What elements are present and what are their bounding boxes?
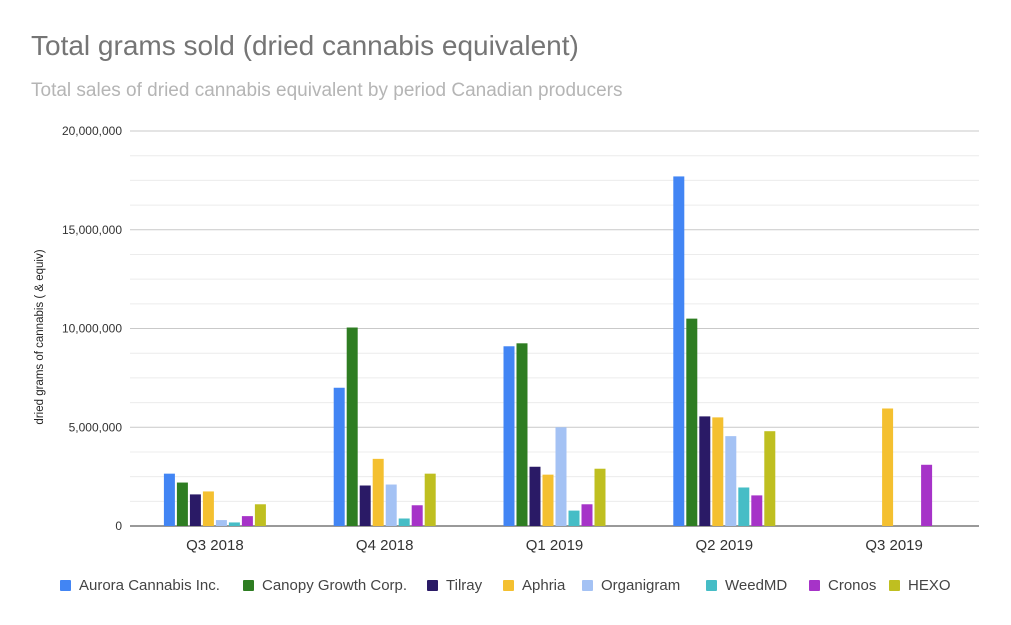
legend-swatch [427, 579, 438, 591]
x-tick-label: Q1 2019 [526, 537, 584, 554]
legend-swatch [706, 579, 717, 591]
chart-title: Total grams sold (dried cannabis equival… [31, 30, 579, 61]
bar [241, 516, 253, 526]
legend-item: Aphria [503, 574, 565, 596]
legend-swatch [243, 579, 254, 591]
legend-swatch [60, 579, 71, 591]
chart-subtitle: Total sales of dried cannabis equivalent… [31, 80, 623, 101]
legend-label: Organigram [601, 576, 681, 594]
bar [921, 464, 933, 526]
legend-label: HEXO [908, 576, 951, 594]
y-tick-label: 20,000,000 [62, 124, 122, 138]
bar [359, 485, 371, 526]
bar [163, 473, 175, 526]
x-tick-label: Q2 2019 [696, 537, 754, 554]
legend-swatch [809, 579, 820, 591]
legend-item: Cronos [809, 574, 876, 596]
bar [594, 468, 606, 526]
bar [228, 522, 240, 526]
y-tick-label: 0 [115, 519, 122, 533]
bar [424, 473, 436, 526]
bar [699, 416, 711, 526]
bar [712, 417, 724, 526]
bar [751, 495, 763, 526]
bar [555, 427, 567, 526]
bar [686, 318, 698, 526]
bar [398, 518, 410, 526]
y-tick-label: 15,000,000 [62, 223, 122, 237]
bar [725, 436, 737, 526]
bar [202, 491, 214, 526]
bar [385, 484, 397, 526]
legend-item: Organigram [582, 574, 680, 596]
x-tick-label: Q4 2018 [356, 537, 414, 554]
legend-label: Cronos [828, 576, 877, 594]
bar [516, 343, 528, 526]
legend-item: Tilray [427, 574, 482, 596]
bar [254, 504, 266, 526]
bar [372, 458, 384, 526]
x-tick-label: Q3 2018 [186, 537, 244, 554]
bar [411, 505, 423, 526]
bar [882, 408, 894, 526]
legend-label: Tilray [446, 576, 483, 594]
bar [542, 474, 554, 526]
legend-item: Canopy Growth Corp. [243, 574, 407, 596]
bar [176, 482, 188, 526]
legend-label: WeedMD [725, 576, 788, 594]
legend-item: WeedMD [706, 574, 787, 596]
legend-swatch [503, 579, 514, 591]
bar [215, 520, 227, 526]
legend-item: HEXO [889, 574, 951, 596]
x-tick-label: Q3 2019 [865, 537, 923, 554]
legend-swatch [582, 579, 593, 591]
bar [503, 346, 515, 526]
bar [333, 387, 345, 526]
legend: Aurora Cannabis Inc. Canopy Growth Corp. T… [0, 574, 1011, 596]
bar [346, 327, 358, 526]
y-tick-label: 10,000,000 [62, 322, 122, 336]
legend-swatch [889, 579, 900, 591]
legend-label: Canopy Growth Corp. [262, 576, 408, 594]
y-tick-label: 5,000,000 [69, 420, 123, 434]
legend-item: Aurora Cannabis Inc. [60, 574, 220, 596]
legend-label: Aurora Cannabis Inc. [79, 576, 220, 594]
bar [673, 176, 685, 527]
bar [738, 487, 750, 526]
bar [764, 431, 776, 526]
bar [581, 504, 593, 526]
bar [529, 466, 541, 526]
bar [189, 494, 201, 526]
bar [568, 510, 580, 526]
legend-label: Aphria [522, 576, 566, 594]
